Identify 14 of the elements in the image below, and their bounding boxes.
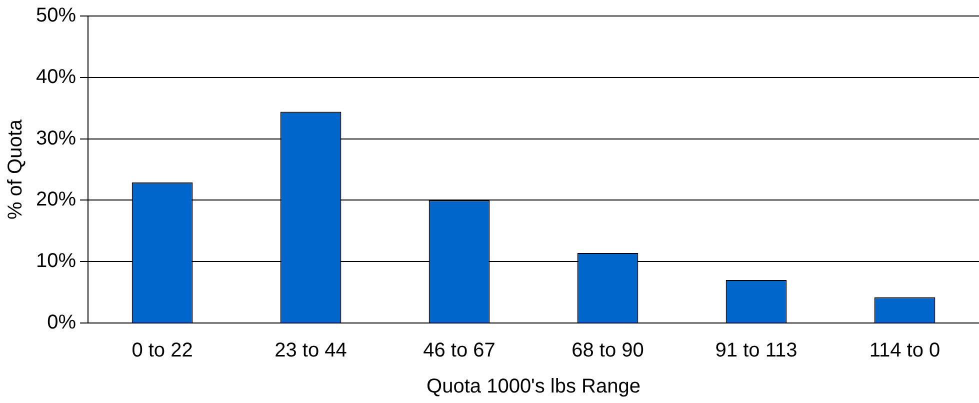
y-axis-title: % of Quota (4, 118, 27, 220)
x-tick-label: 68 to 90 (572, 340, 644, 362)
x-tick-label: 0 to 22 (132, 340, 193, 362)
y-tick-label: 40% (36, 66, 76, 88)
x-tick-label: 23 to 44 (274, 340, 347, 362)
x-tick-label: 46 to 67 (423, 340, 496, 362)
x-tick-label: 91 to 113 (715, 340, 798, 362)
y-tick-label: 50% (36, 4, 76, 27)
y-tick-label: 30% (36, 127, 76, 150)
y-tick-label: 0% (47, 312, 76, 334)
x-tick-label: 114 to 0 (869, 340, 940, 362)
y-tick-label: 10% (36, 250, 76, 272)
y-tick-label: 20% (36, 188, 76, 211)
x-axis-title: Quota 1000's lbs Range (426, 376, 640, 398)
